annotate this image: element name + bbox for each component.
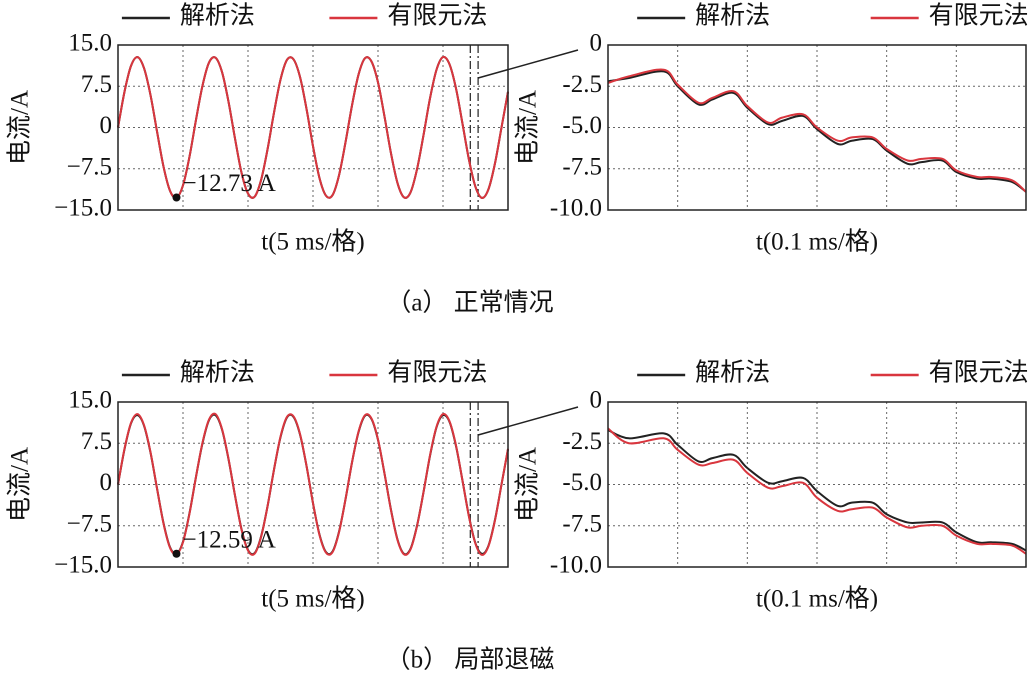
legend-label: 解析法 [695,359,770,387]
series-line [607,427,1027,555]
y-tick-label: 7.5 [81,71,112,98]
y-tick-label: −15.0 [54,195,112,222]
y-axis-label: 电流/A [514,447,542,522]
legend-label: 有限元法 [387,359,487,387]
caption: （b） 局部退磁 [386,646,555,674]
legend-label: 有限元法 [929,359,1028,387]
y-axis-label: 电流/A [6,447,34,522]
y-tick-label: -7.5 [562,153,602,180]
x-axis-label: t(0.1 ms/格) [756,585,878,613]
y-tick-label: -10.0 [550,195,602,222]
annotation-label: −12.59 A [183,526,276,553]
y-axis-label: 电流/A [6,90,34,165]
y-tick-label: -10.0 [550,552,602,579]
zoom-connector [477,406,579,436]
y-tick-label: -2.5 [562,428,602,455]
series-line [607,68,1027,193]
caption: （a） 正常情况 [386,289,553,317]
y-tick-label: -5.0 [562,112,602,139]
annotation-point [172,193,181,202]
legend-label: 解析法 [180,359,255,387]
y-tick-label: 15.0 [68,387,112,414]
series-line [607,429,1027,552]
x-axis-label: t(5 ms/格) [261,228,364,256]
plot-frame [117,44,509,211]
series-line [117,55,509,200]
legend-label: 有限元法 [929,2,1028,30]
y-tick-label: 15.0 [68,30,112,57]
plot-frame [607,44,1027,211]
plot-frame [117,401,509,568]
y-tick-label: 0 [100,469,113,496]
y-tick-label: 0 [590,30,603,57]
y-tick-label: -2.5 [562,71,602,98]
y-tick-label: −15.0 [54,552,112,579]
y-tick-label: −7.5 [67,510,112,537]
legend-label: 解析法 [695,2,770,30]
annotation-point [172,549,181,558]
y-tick-label: −7.5 [67,153,112,180]
y-tick-label: 0 [590,387,603,414]
zoom-connector [477,49,579,79]
y-tick-label: -5.0 [562,469,602,496]
y-axis-label: 电流/A [514,90,542,165]
annotation-label: −12.73 A [183,170,276,197]
x-axis-label: t(5 ms/格) [261,585,364,613]
y-tick-label: 0 [100,112,113,139]
legend-label: 有限元法 [387,2,487,30]
y-tick-label: -7.5 [562,510,602,537]
x-axis-label: t(0.1 ms/格) [756,228,878,256]
series-line [117,412,509,556]
plot-frame [607,401,1027,568]
y-tick-label: 7.5 [81,428,112,455]
legend-label: 解析法 [180,2,255,30]
series-line [607,70,1027,193]
